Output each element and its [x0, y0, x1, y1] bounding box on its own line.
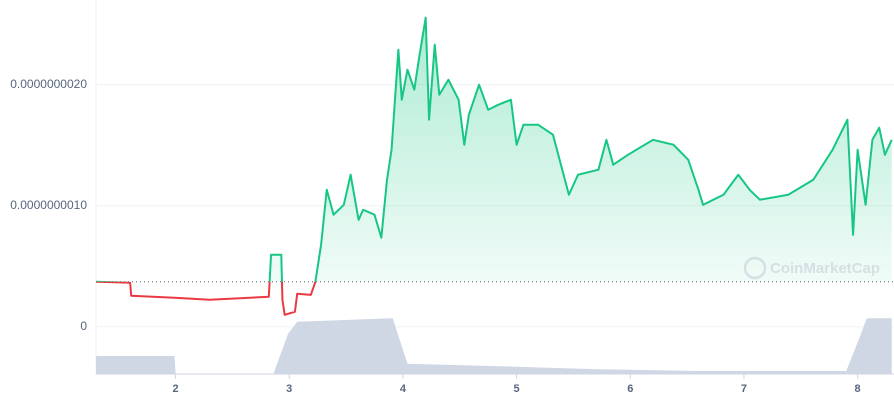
x-tick-label: 4 — [400, 383, 407, 395]
volume-area — [96, 318, 892, 374]
price-area — [269, 17, 892, 282]
x-tick-label: 8 — [855, 383, 861, 395]
price-line-up — [96, 16, 893, 282]
price-line-down — [96, 281, 317, 316]
watermark-text: CoinMarketCap — [770, 260, 880, 277]
y-tick-label: 0.0000000020 — [10, 77, 87, 91]
x-tick-label: 6 — [627, 383, 633, 395]
x-tick-label: 2 — [173, 383, 179, 395]
y-tick-label: 0 — [80, 319, 87, 333]
x-tick-label: 5 — [514, 383, 520, 395]
watermark: CoinMarketCap — [743, 256, 880, 280]
x-tick-label: 3 — [286, 383, 292, 395]
y-tick-label: 0.0000000010 — [10, 198, 87, 212]
x-tick-label: 7 — [741, 383, 747, 395]
